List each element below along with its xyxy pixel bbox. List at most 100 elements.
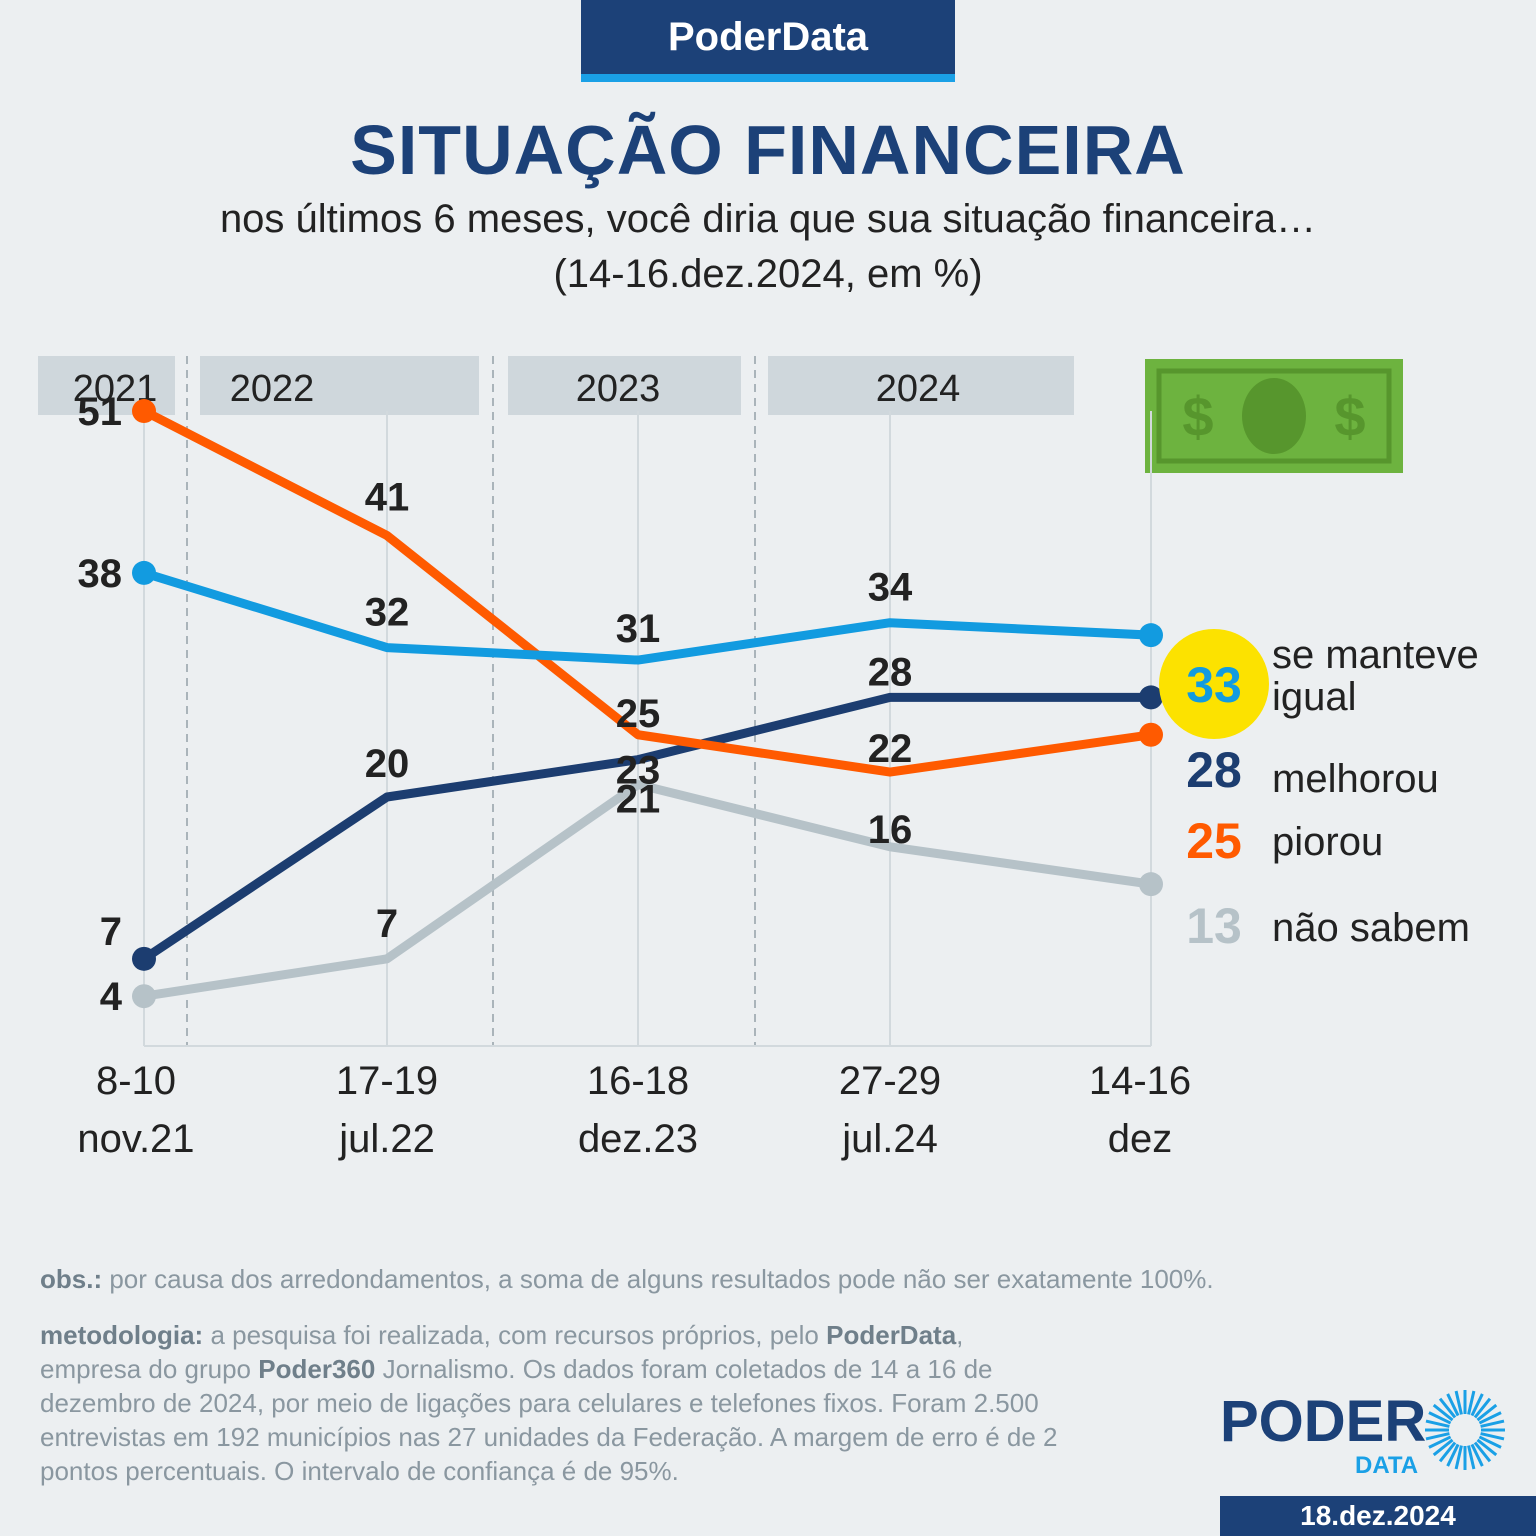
chart-title: SITUAÇÃO FINANCEIRA [350,111,1186,189]
x-tick-label: 27-29 [839,1059,941,1103]
logo-ray [1432,1403,1454,1422]
logo-ray [1478,1411,1502,1425]
logo-ray [1446,1393,1460,1417]
method-line2-b: Jornalismo. Os dados foram coletados de … [382,1354,993,1384]
logo-ray [1470,1443,1484,1467]
data-point-marker [1139,623,1163,648]
logo-ray [1428,1435,1452,1449]
money-icon: $ $ [1145,359,1403,473]
data-label: 41 [365,476,410,520]
method-line3: dezembro de 2024, por meio de ligações p… [40,1388,1039,1418]
line-chart: 2021 2022 2023 2024 $ $ 5138744132207312… [38,356,1479,1161]
logo-ray [1467,1390,1476,1415]
data-label: 4 [100,975,123,1019]
year-bar-2022 [200,356,479,415]
svg-text:$: $ [1182,385,1213,448]
x-tick-label: 14-16 [1089,1059,1191,1103]
brand-label: PoderData [667,14,869,59]
logo-ray [1425,1432,1450,1441]
legend-value-piorou: 25 [1186,813,1242,869]
data-point-marker [132,984,156,1009]
brand-tab: PoderData [581,0,955,82]
x-tick-label: dez [1108,1117,1173,1161]
data-label: 7 [376,902,398,946]
logo-ray [1432,1438,1454,1457]
x-tick-label: nov.21 [77,1117,194,1161]
logo-ray [1470,1393,1484,1417]
legend-value-melhorou: 28 [1186,742,1242,798]
series-line-se-manteve-igual [142,568,1152,665]
year-label-2022: 2022 [230,368,315,410]
publication-date: 18.dez.2024 [1220,1496,1536,1536]
data-label: 31 [616,607,661,651]
data-label: 22 [868,727,913,771]
logo-ray [1454,1445,1463,1470]
obs-text: por causa dos arredondamentos, a soma de… [109,1264,1214,1294]
method-text-2: , [956,1320,964,1350]
series-line-piorou [141,407,1152,777]
legend-value-nao-sabem: 13 [1186,898,1242,954]
data-point-marker [132,399,156,424]
data-label: 7 [100,910,122,954]
legend-label-se-manteve-igual: igual [1272,675,1357,719]
method-line2-a: empresa do grupo [40,1354,252,1384]
data-label: 16 [868,808,913,852]
obs-label: obs.: [40,1264,103,1294]
logo-ray [1438,1441,1457,1463]
logo-burst-icon [1425,1390,1505,1470]
legend-value-se-manteve-igual: 33 [1186,657,1242,713]
logo-ray [1476,1403,1498,1422]
logo-ray [1476,1438,1498,1457]
logo-main: PODER [1220,1389,1426,1454]
data-point-marker [132,946,156,971]
year-label-2024: 2024 [876,368,961,410]
logo-ray [1425,1419,1450,1428]
method-line2-brand: Poder360 [258,1354,376,1384]
logo-sub: DATA [1355,1452,1418,1479]
method-text-1: a pesquisa foi realizada, com recursos p… [210,1320,819,1350]
legend-label-piorou: piorou [1272,820,1383,864]
legend-label-nao-sabem: não sabem [1272,906,1470,950]
year-bar-2023 [508,356,741,415]
data-label: 32 [365,591,410,635]
legend-label-melhorou: melhorou [1272,757,1439,801]
x-tick-label: 8-10 [96,1059,176,1103]
data-label: 21 [616,778,661,822]
obs-note: obs.: por causa dos arredondamentos, a s… [40,1262,1214,1296]
legend-label-se-manteve-igual: se manteve [1272,633,1479,677]
data-label: 51 [78,390,123,434]
logo-ray [1480,1419,1505,1428]
logo-ray [1467,1445,1476,1470]
series-line-não-sabem [143,780,1152,1001]
data-label: 38 [78,552,123,596]
logo-ray [1454,1390,1463,1415]
logo-ray [1473,1397,1492,1419]
logo-ray [1428,1411,1452,1425]
data-label: 28 [868,650,913,694]
publication-date-text: 18.dez.2024 [1300,1500,1456,1531]
logo-ray [1446,1443,1460,1467]
highlight-circle [1159,629,1269,739]
data-point-marker [1139,685,1163,710]
x-tick-label: 17-19 [336,1059,438,1103]
method-label: metodologia: [40,1320,204,1350]
logo-ray [1438,1397,1457,1419]
year-bar-2024 [768,356,1074,415]
data-label: 23 [616,749,661,793]
method-brand: PoderData [826,1320,957,1350]
x-tick-label: jul.22 [338,1117,435,1161]
year-label-2023: 2023 [576,368,661,410]
data-label: 20 [365,742,410,786]
poder-data-logo: PODER DATA [1220,1389,1505,1479]
data-point-marker [1139,872,1163,897]
data-label: 34 [868,566,913,610]
data-point-marker [132,560,156,585]
logo-ray [1480,1432,1505,1441]
chart-date-range: (14-16.dez.2024, em %) [553,252,983,296]
x-tick-label: jul.24 [841,1117,938,1161]
logo-ray [1473,1441,1492,1463]
chart-subtitle: nos últimos 6 meses, você diria que sua … [219,197,1317,241]
logo-ray [1478,1435,1502,1449]
series-line-melhorou [141,692,1151,963]
method-line5: pontos percentuais. O intervalo de confi… [40,1456,679,1486]
